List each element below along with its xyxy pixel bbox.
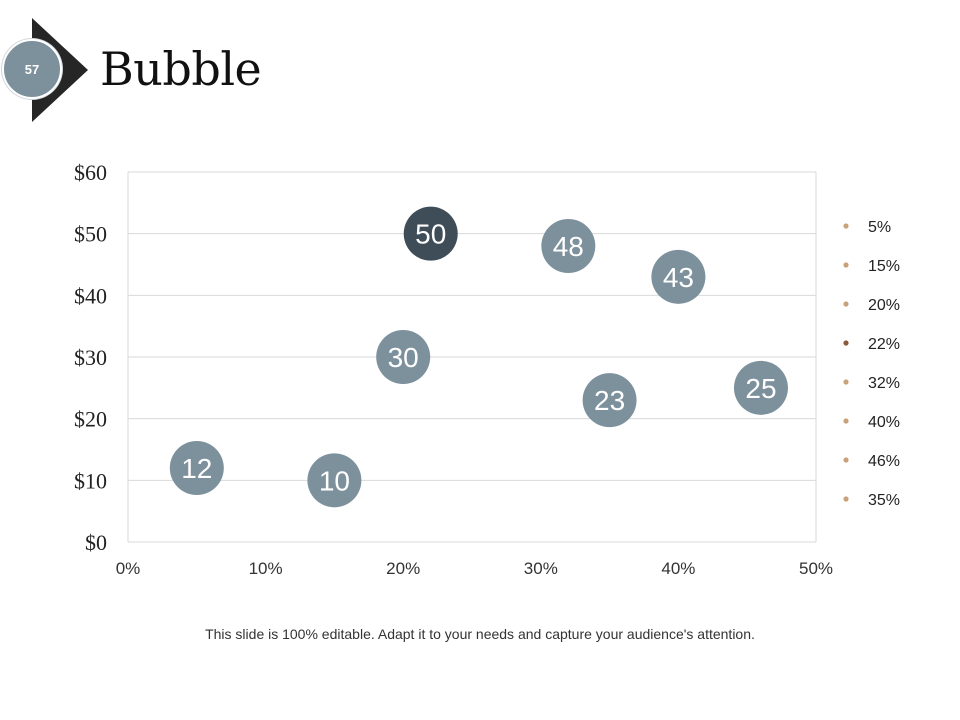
legend-entry-label: 32% bbox=[868, 375, 900, 392]
bubble-point bbox=[541, 219, 596, 273]
y-tick-label: $60 bbox=[74, 160, 107, 185]
legend-entry-label: 20% bbox=[868, 297, 900, 314]
slide-title: Bubble bbox=[100, 42, 262, 96]
legend-entry-label: 22% bbox=[868, 336, 900, 353]
y-tick-label: $20 bbox=[74, 407, 107, 432]
bubble-point bbox=[582, 373, 637, 428]
x-tick-label: 20% bbox=[386, 559, 420, 578]
bubble-data-label: 30 bbox=[388, 342, 419, 373]
y-tick-label: $10 bbox=[74, 468, 107, 493]
x-tick-label: 40% bbox=[661, 559, 695, 578]
bubble-data-label: 50 bbox=[415, 219, 446, 250]
bubble-data-label: 48 bbox=[553, 231, 584, 262]
legend-entry-label: 35% bbox=[868, 492, 900, 509]
legend-entry-label: 46% bbox=[868, 453, 900, 470]
bubble-point bbox=[403, 206, 458, 261]
y-tick-label: $30 bbox=[74, 345, 107, 370]
bubble-data-label: 25 bbox=[745, 373, 776, 404]
legend-marker bbox=[843, 340, 849, 346]
bubble-point bbox=[307, 453, 362, 508]
legend-marker bbox=[843, 379, 849, 385]
bubble-point bbox=[733, 360, 788, 415]
x-tick-label: 50% bbox=[799, 559, 833, 578]
x-tick-label: 10% bbox=[249, 559, 283, 578]
y-tick-label: $50 bbox=[74, 222, 107, 247]
bubble-data-label: 12 bbox=[181, 453, 212, 484]
legend-marker bbox=[843, 223, 849, 229]
legend-marker bbox=[843, 496, 849, 502]
legend-entry-label: 40% bbox=[868, 414, 900, 431]
y-tick-label: $0 bbox=[85, 530, 107, 555]
x-tick-label: 30% bbox=[524, 559, 558, 578]
x-tick-label: 0% bbox=[116, 559, 141, 578]
bubble-chart: $0 $10 $20 $30 $40 $50 $60 0% 10% 20% 30% 40% 50% 12 1… bbox=[74, 160, 900, 578]
page-number-badge: 57 bbox=[2, 39, 62, 99]
bubble-data-label: 10 bbox=[319, 465, 350, 496]
y-tick-label: $40 bbox=[74, 283, 107, 308]
bubble-data-label: 43 bbox=[663, 262, 694, 293]
legend-entry-label: 15% bbox=[868, 258, 900, 275]
bubble-point bbox=[651, 249, 706, 304]
footer-caption: This slide is 100% editable. Adapt it to… bbox=[205, 626, 755, 642]
bubble-point bbox=[376, 330, 431, 384]
bubble-data-label: 23 bbox=[594, 385, 625, 416]
legend-marker bbox=[843, 301, 849, 307]
bubble-point bbox=[169, 441, 224, 495]
legend-marker bbox=[843, 418, 849, 424]
legend-marker bbox=[843, 262, 849, 268]
legend-marker bbox=[843, 457, 849, 463]
legend-entry-label: 5% bbox=[868, 219, 891, 236]
